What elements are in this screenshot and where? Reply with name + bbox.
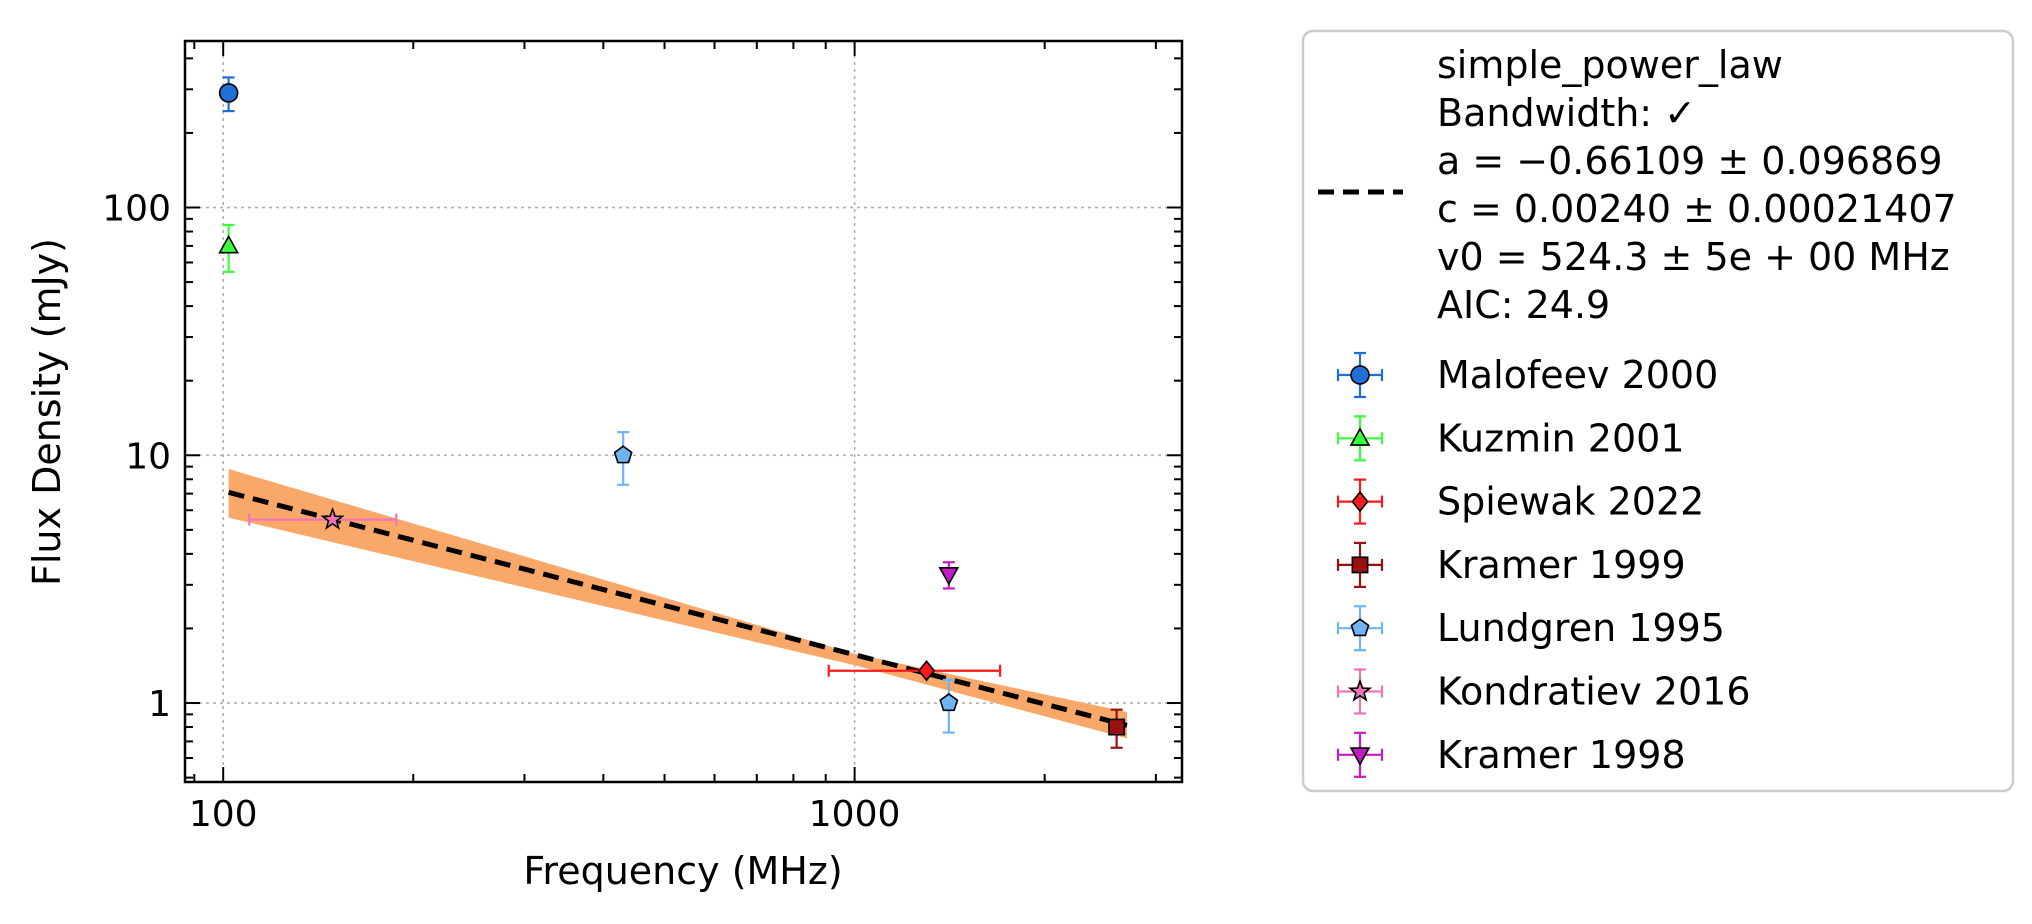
y-tick-label: 10	[125, 436, 171, 477]
legend-marker	[1351, 490, 1369, 513]
legend-marker	[1349, 747, 1371, 766]
legend-fit-line-text: simple_power_law	[1437, 43, 1783, 87]
legend-series-label: Kuzmin 2001	[1437, 416, 1685, 460]
legend-series-label: Lundgren 1995	[1437, 606, 1725, 650]
data-point	[218, 83, 239, 103]
x-tick-label: 1000	[809, 794, 901, 835]
fit-line-layer	[227, 489, 1128, 728]
legend-series-label: Kramer 1999	[1437, 543, 1686, 587]
legend-entry: Kondratiev 2016	[1336, 668, 1751, 715]
series-malofeev-2000	[218, 76, 239, 113]
legend-series-entries: Malofeev 2000 Kuzmin 2001 Spiewak 2022 Kram…	[1336, 351, 1751, 778]
legend-series-label: Kondratiev 2016	[1437, 670, 1751, 714]
data-point	[320, 506, 345, 530]
fit-uncertainty-band-layer	[228, 469, 1127, 739]
legend-marker	[1349, 427, 1371, 446]
legend-series-label: Spiewak 2022	[1437, 480, 1704, 524]
series-kramer-1999	[1108, 708, 1126, 749]
data-point	[939, 693, 959, 712]
fit-line	[227, 489, 1128, 728]
legend-entry: Spiewak 2022	[1336, 478, 1704, 525]
legend-fit-line-text: Bandwidth: ✓	[1437, 91, 1696, 135]
y-axis-label: Flux Density (mJy)	[25, 238, 69, 586]
data-point	[1108, 718, 1126, 736]
x-axis-label: Frequency (MHz)	[523, 849, 842, 893]
data-point	[218, 234, 239, 254]
data-point	[938, 567, 960, 586]
series-lundgren-1995	[613, 431, 959, 734]
data-points	[218, 76, 1126, 749]
grid	[185, 41, 1182, 782]
data-point	[613, 445, 633, 464]
series-kuzmin-2001	[218, 223, 239, 273]
axis-ticks	[185, 41, 1182, 782]
axis-tick-labels: 100 1000 1 10 100	[102, 189, 900, 835]
legend-frame	[1301, 29, 2015, 793]
plot-frame	[183, 39, 1184, 784]
legend-fit-line-text: v0 = 524.3 ± 5e + 00 MHz	[1437, 235, 1950, 279]
legend-fit-line-text: AIC: 24.9	[1437, 283, 1610, 327]
legend-entry: Kuzmin 2001	[1336, 415, 1685, 462]
legend-marker	[1351, 556, 1369, 574]
legend-entry: Lundgren 1995	[1336, 605, 1725, 652]
series-kramer-1998	[938, 561, 960, 590]
legend-entry: Kramer 1999	[1336, 541, 1686, 589]
legend-entry: Malofeev 2000	[1336, 351, 1718, 399]
fit-uncertainty-band	[228, 469, 1127, 739]
legend-marker	[1350, 618, 1370, 637]
legend-marker	[1347, 678, 1373, 702]
series-kondratiev-2016	[248, 506, 398, 530]
x-tick-label: 100	[189, 794, 258, 835]
legend-series-label: Kramer 1998	[1437, 733, 1686, 777]
legend-fit-line-text: c = 0.00240 ± 0.00021407	[1437, 187, 1957, 231]
legend-entry: Kramer 1998	[1336, 731, 1686, 778]
legend-marker	[1350, 365, 1370, 385]
y-tick-label: 1	[148, 684, 171, 725]
data-point	[917, 660, 936, 682]
legend-series-label: Malofeev 2000	[1437, 353, 1718, 397]
y-tick-label: 100	[102, 189, 171, 230]
legend-fit-line-text: a = −0.66109 ± 0.096869	[1437, 139, 1943, 183]
series-spiewak-2022	[827, 660, 1002, 682]
